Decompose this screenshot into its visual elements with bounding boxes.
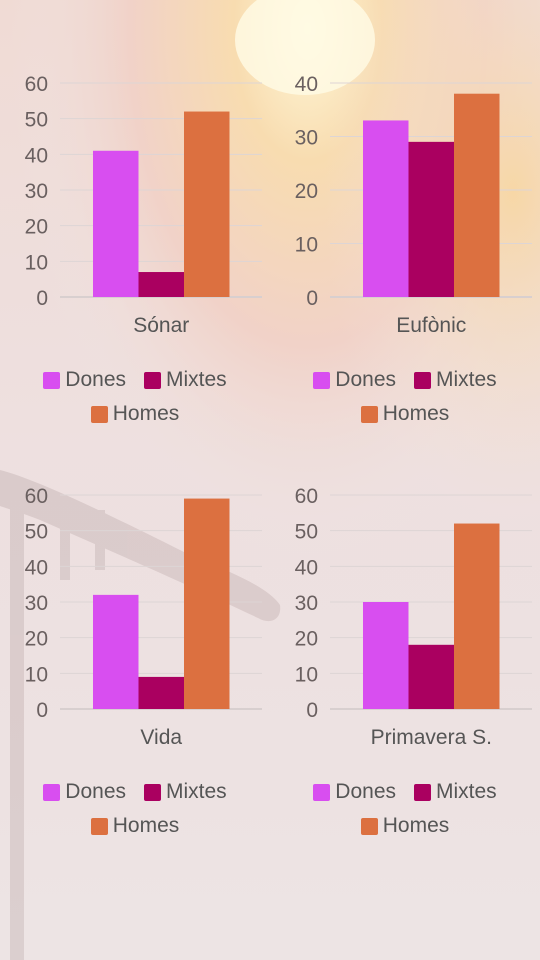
legend-label: Mixtes — [436, 780, 497, 803]
bar-dones — [93, 594, 139, 709]
legend-item-mixtes[interactable]: Mixtes — [414, 780, 497, 804]
legend-label: Homes — [382, 814, 450, 837]
legend-item-dones[interactable]: Dones — [313, 780, 396, 804]
legend-item-mixtes[interactable]: Mixtes — [144, 368, 227, 392]
bar-mixtes — [408, 644, 454, 709]
legend-item-homes[interactable]: Homes — [0, 814, 270, 838]
bar-homes — [454, 93, 500, 297]
legend-label: Homes — [112, 402, 180, 425]
legend-swatch — [43, 783, 61, 801]
y-tick-label: 40 — [25, 144, 48, 167]
legend-label: Dones — [335, 780, 396, 803]
bar-mixtes — [408, 141, 454, 297]
legend-swatch — [313, 783, 331, 801]
bar-chart-eufonic: 0 10 20 30 40 Eufònic Dones Mixtes Homes — [270, 60, 540, 460]
y-tick-label: 10 — [25, 251, 48, 274]
legend-swatch — [313, 371, 331, 389]
bar-homes — [184, 111, 230, 298]
legend-swatch — [144, 783, 161, 801]
bar-mixtes — [138, 272, 184, 297]
y-tick-label: 30 — [295, 127, 318, 150]
chart-legend: Dones Mixtes Homes — [0, 368, 270, 426]
legend-label: Mixtes — [166, 780, 227, 803]
chart-plot: 0 10 20 30 40 50 60 Primavera S. — [295, 485, 532, 749]
y-tick-label: 30 — [295, 592, 318, 615]
y-tick-label: 60 — [295, 485, 318, 508]
legend-item-mixtes[interactable]: Mixtes — [414, 368, 497, 392]
legend-swatch — [360, 817, 378, 835]
y-tick-label: 10 — [25, 663, 48, 686]
y-tick-label: 0 — [36, 287, 48, 310]
category-label: Primavera S. — [371, 726, 492, 749]
legend-item-dones[interactable]: Dones — [313, 368, 396, 392]
y-tick-label: 30 — [25, 180, 48, 203]
legend-item-dones[interactable]: Dones — [43, 368, 126, 392]
legend-swatch — [144, 371, 161, 389]
bar-mixtes — [138, 676, 184, 709]
legend-label: Homes — [382, 402, 450, 425]
bar-dones — [363, 602, 409, 709]
category-label: Sónar — [133, 314, 189, 337]
bar-chart-sonar: 0 10 20 30 40 50 60 Sónar Dones Mixtes Homes — [0, 60, 270, 460]
legend-label: Homes — [112, 814, 180, 837]
chart-plot: 0 10 20 30 40 50 60 Sónar — [25, 73, 262, 337]
bar-chart-vida: 0 10 20 30 40 50 60 Vida Dones Mixtes Homes — [0, 472, 270, 872]
chart-plot: 0 10 20 30 40 50 60 Vida — [25, 485, 262, 749]
legend-label: Dones — [335, 368, 396, 391]
y-tick-label: 20 — [25, 628, 48, 651]
legend-swatch — [90, 817, 108, 835]
legend-item-homes[interactable]: Homes — [270, 814, 540, 838]
legend-swatch — [414, 783, 431, 801]
y-tick-label: 0 — [306, 699, 318, 722]
chart-plot: 0 10 20 30 40 Eufònic — [295, 73, 532, 337]
y-tick-label: 50 — [25, 109, 48, 132]
legend-label: Mixtes — [436, 368, 497, 391]
y-tick-label: 20 — [25, 216, 48, 239]
bar-dones — [363, 120, 409, 297]
y-tick-label: 60 — [25, 485, 48, 508]
legend-swatch — [90, 405, 108, 423]
legend-swatch — [360, 405, 378, 423]
y-tick-label: 40 — [295, 73, 318, 96]
bar-dones — [93, 150, 139, 297]
y-tick-label: 10 — [295, 234, 318, 257]
chart-legend: Dones Mixtes Homes — [270, 368, 540, 426]
y-tick-label: 40 — [295, 556, 318, 579]
legend-item-dones[interactable]: Dones — [43, 780, 126, 804]
legend-item-homes[interactable]: Homes — [270, 402, 540, 426]
bar-chart-primavera: 0 10 20 30 40 50 60 Primavera S. Dones Mixtes Hom… — [270, 472, 540, 872]
legend-label: Mixtes — [166, 368, 227, 391]
y-tick-label: 10 — [295, 663, 318, 686]
y-tick-label: 0 — [36, 699, 48, 722]
y-tick-label: 40 — [25, 556, 48, 579]
y-tick-label: 0 — [306, 287, 318, 310]
legend-item-homes[interactable]: Homes — [0, 402, 270, 426]
chart-legend: Dones Mixtes Homes — [0, 780, 270, 838]
chart-legend: Dones Mixtes Homes — [270, 780, 540, 838]
y-tick-label: 20 — [295, 628, 318, 651]
y-tick-label: 60 — [25, 73, 48, 96]
y-tick-label: 50 — [25, 521, 48, 544]
y-tick-label: 50 — [295, 521, 318, 544]
bar-homes — [184, 498, 230, 709]
category-label: Eufònic — [396, 314, 466, 337]
legend-item-mixtes[interactable]: Mixtes — [144, 780, 227, 804]
legend-swatch — [43, 371, 61, 389]
legend-label: Dones — [65, 368, 126, 391]
bar-homes — [454, 523, 500, 709]
y-tick-label: 20 — [295, 180, 318, 203]
legend-swatch — [414, 371, 431, 389]
y-tick-label: 30 — [25, 592, 48, 615]
category-label: Vida — [140, 726, 182, 749]
legend-label: Dones — [65, 780, 126, 803]
